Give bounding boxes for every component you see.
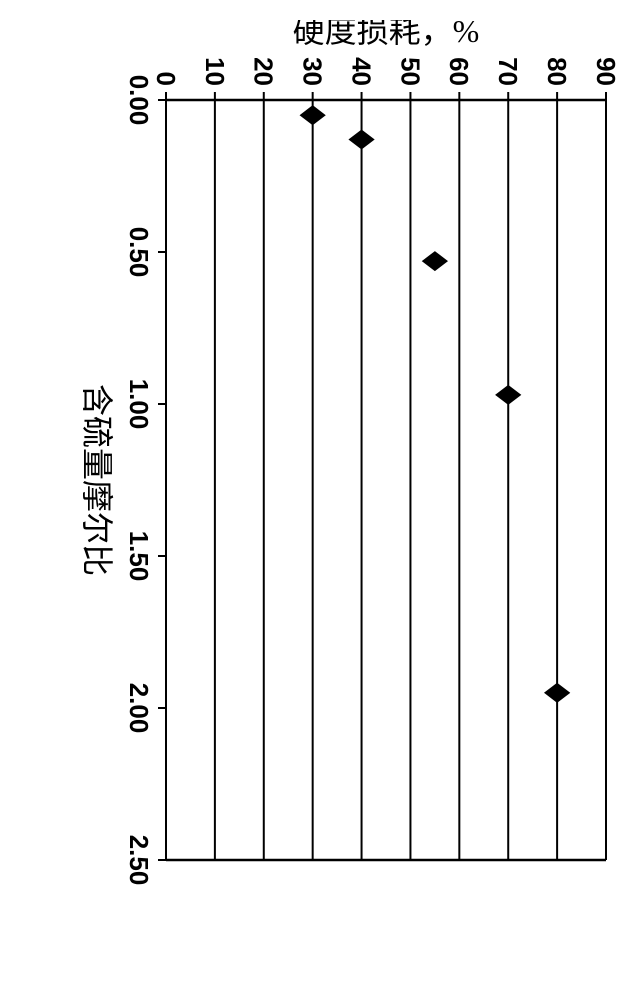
y-axis-label: 硬度损耗，% [293, 20, 480, 49]
x-tick-label: 0.50 [124, 227, 154, 278]
y-tick-label: 80 [542, 57, 572, 86]
x-tick-label: 1.00 [124, 379, 154, 430]
y-tick-label: 70 [493, 57, 523, 86]
x-tick-label: 2.00 [124, 683, 154, 734]
y-tick-label: 50 [395, 57, 425, 86]
chart-svg: 0.00 0.50 1.00 1.50 2.00 2.50 0 10 20 30 40 50 60 70 8… [16, 20, 616, 980]
y-tick-label: 0 [151, 72, 181, 86]
y-tick-label: 20 [249, 57, 279, 86]
x-axis-label: 含硫量摩尔比 [79, 384, 115, 576]
x-tick-label: 1.50 [124, 531, 154, 582]
y-tick-label: 10 [200, 57, 230, 86]
scatter-chart: 0.00 0.50 1.00 1.50 2.00 2.50 0 10 20 30 40 50 60 70 8… [16, 20, 616, 980]
y-tick-label: 60 [444, 57, 474, 86]
x-tick-label: 2.50 [124, 835, 154, 886]
x-tick-label: 0.00 [124, 75, 154, 126]
y-tick-label: 40 [346, 57, 376, 86]
y-tick-label: 90 [591, 57, 616, 86]
y-tick-label: 30 [298, 57, 328, 86]
